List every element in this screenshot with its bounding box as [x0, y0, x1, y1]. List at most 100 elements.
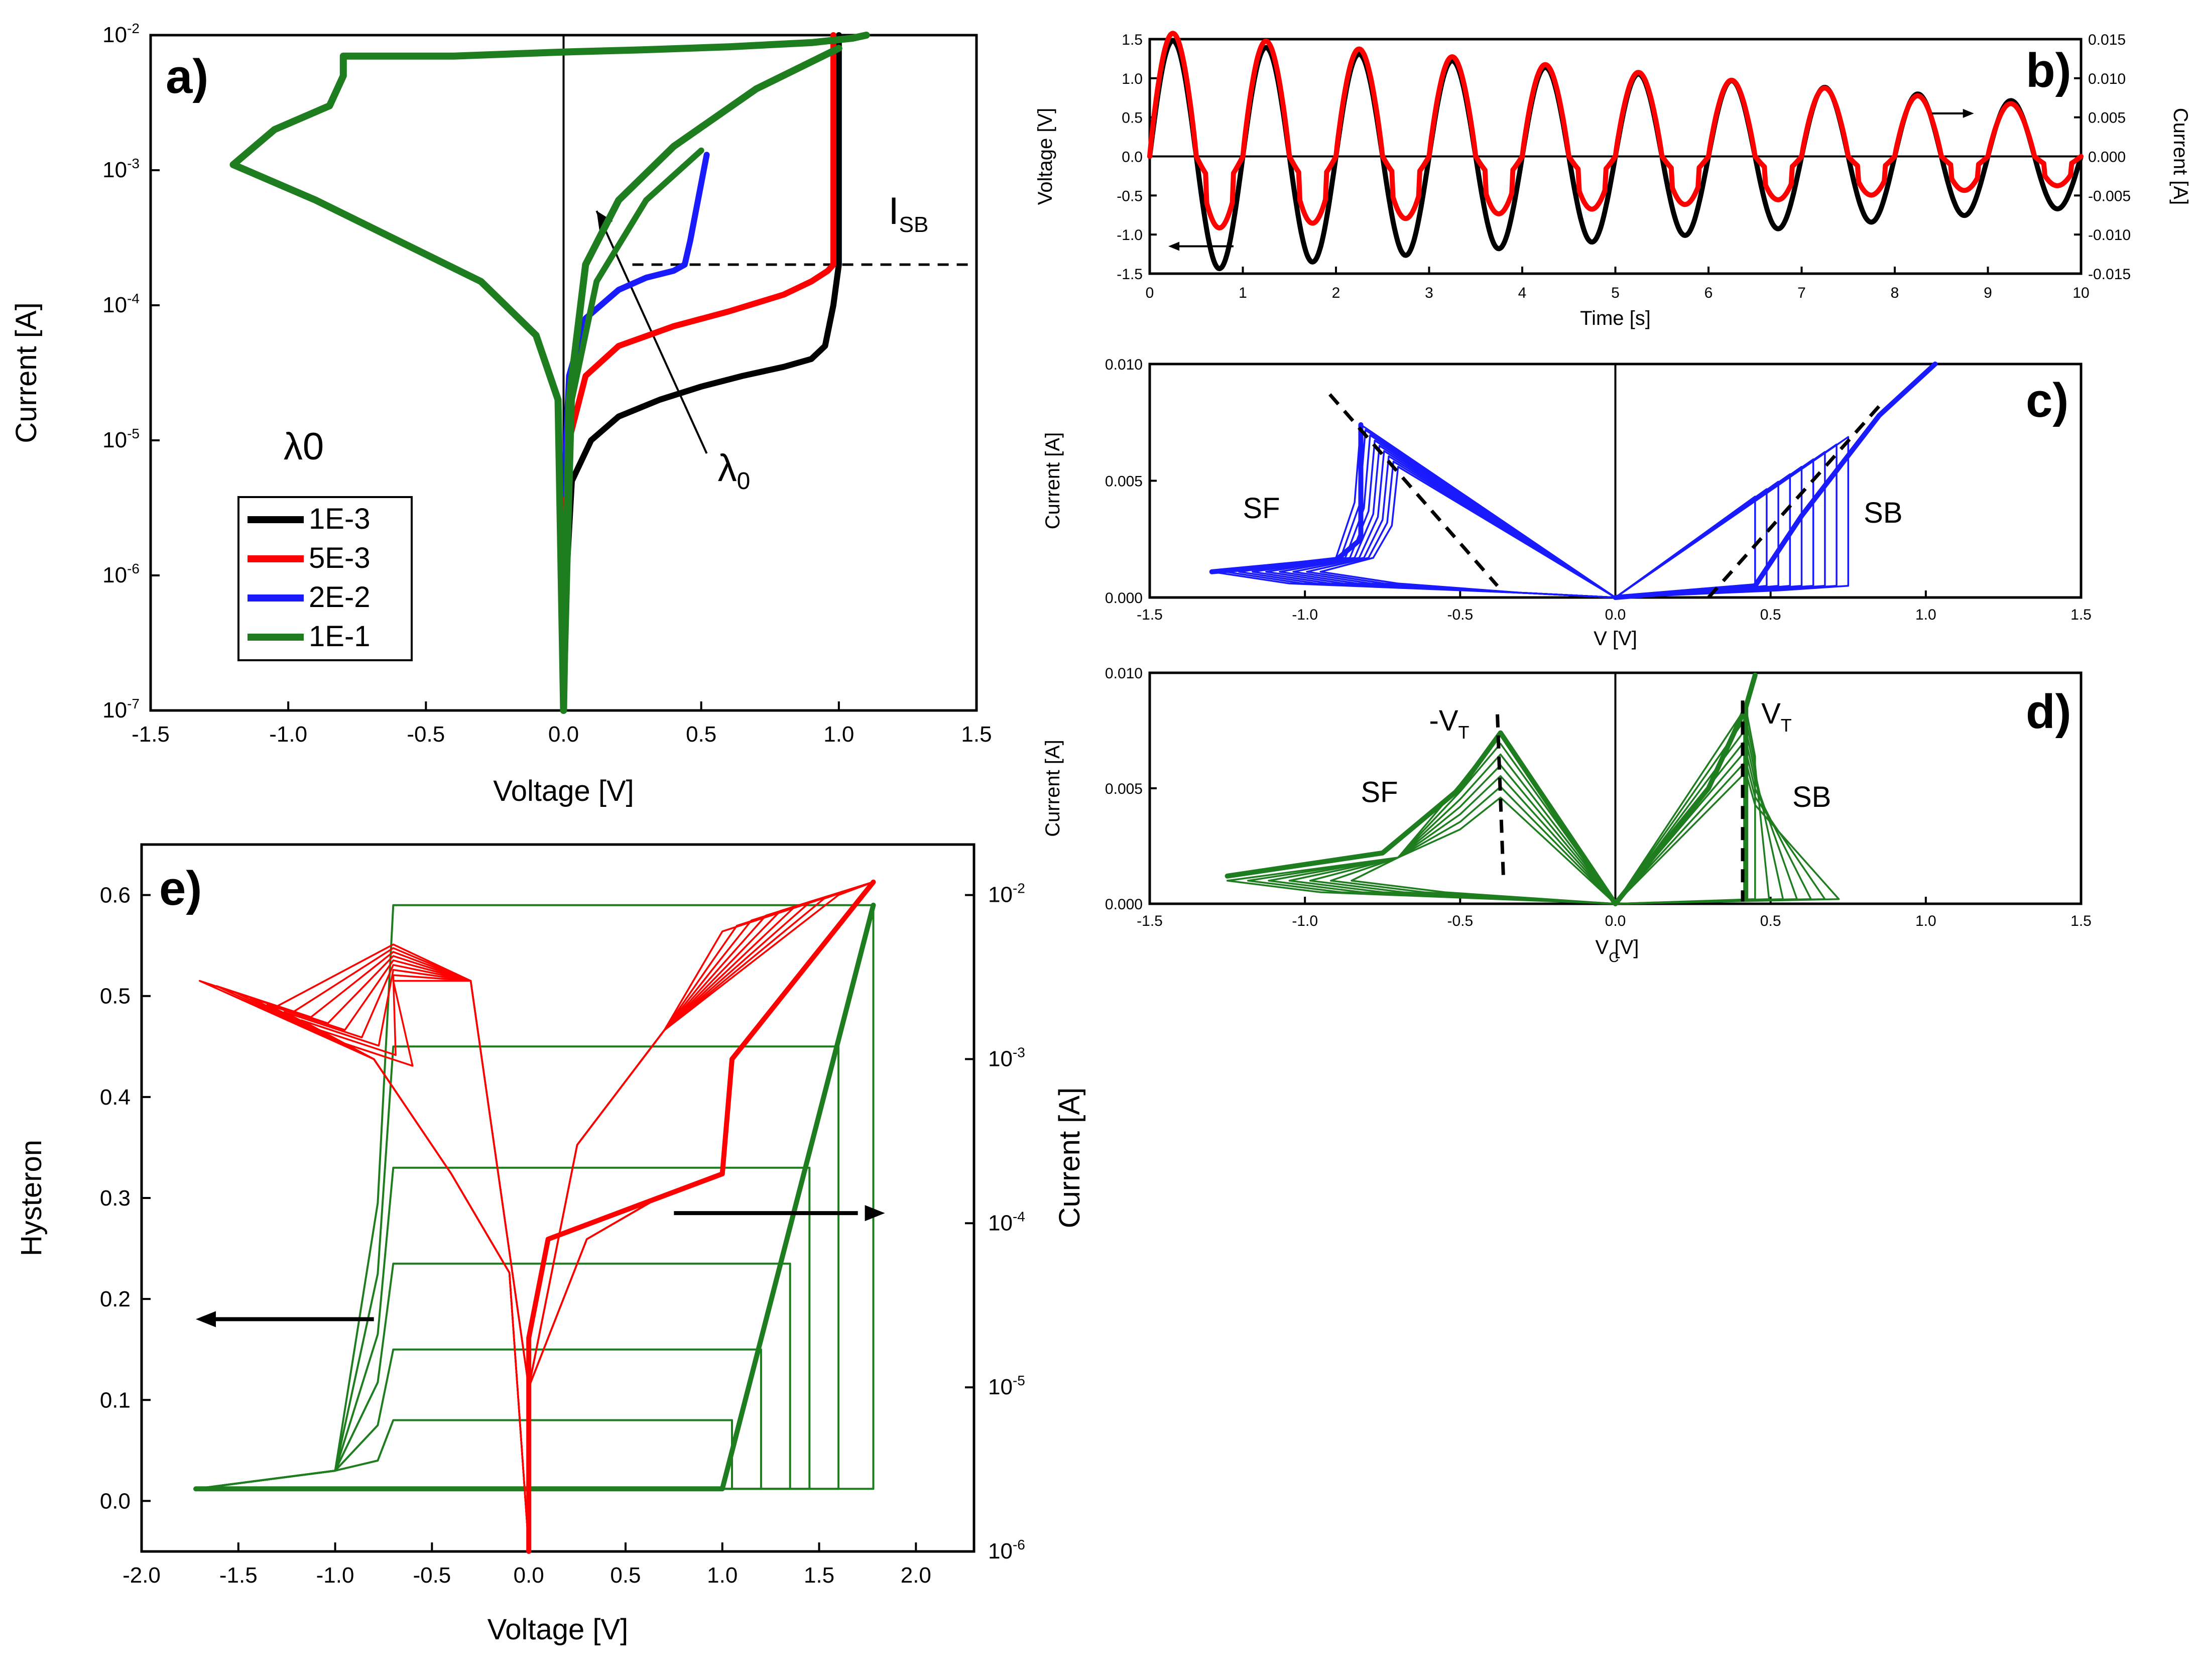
panel-d-xtick-label: 0.0	[1605, 913, 1626, 929]
panel-e-xtick-label: 1.5	[804, 1563, 834, 1588]
panel-a-xlabel: Voltage [V]	[493, 775, 634, 807]
panel-b-ytick-label: 1.5	[1122, 32, 1143, 48]
panel-e-xtick-label: 2.0	[901, 1563, 931, 1588]
panel-e-ytick-label: 0.4	[100, 1085, 131, 1110]
panel-b-xtick-label: 10	[2072, 285, 2089, 301]
panel-e-hysteron-loop	[195, 904, 875, 1490]
panel-a-ytick-label: 10-3	[102, 156, 140, 182]
panel-c-xlabel: V [V]	[1594, 628, 1637, 650]
panel-e-current-lower	[528, 1173, 723, 1388]
panel-e-y2tick-label: 10-2	[988, 881, 1025, 907]
panel-e-label: e)	[159, 862, 202, 915]
panel-e-ytick-label: 0.3	[100, 1186, 131, 1211]
panel-a-xtick-label: -1.5	[132, 722, 170, 747]
panel-d-label: d)	[2026, 685, 2071, 739]
panel-d-xtick-label: -1.5	[1137, 913, 1163, 929]
panel-a-ytick-label: 10-4	[102, 291, 140, 317]
panel-c-ylabel: Current [A]	[1042, 432, 1064, 529]
panel-a-legend	[237, 496, 413, 661]
panel-e-ytick-label: 0.6	[100, 883, 131, 908]
panel-d-ytick-label: 0.010	[1105, 665, 1143, 682]
panel-b-ytick-label: 0.0	[1122, 149, 1143, 166]
panel-e-current-outer	[526, 879, 876, 1554]
panel-e-current-lower	[528, 1173, 723, 1388]
panel-e-frame	[140, 843, 975, 1553]
panel-e-y2tick-label: 10-3	[988, 1044, 1025, 1071]
panel-e-ytick-label: 0.2	[100, 1287, 131, 1311]
panel-e-xtick-label: -1.5	[219, 1563, 258, 1588]
panel-c-loop-right	[1614, 436, 1850, 598]
panel-e-ytick-label: 0.0	[100, 1489, 131, 1513]
panel-d-dashed-left	[1496, 714, 1506, 883]
panel-e-ytick-label: 0.1	[100, 1388, 131, 1412]
panel-b-ytick-label: -1.0	[1117, 227, 1143, 244]
panel-b-left-arrowhead	[1168, 242, 1180, 251]
panel-b-xtick-label: 8	[1891, 285, 1899, 301]
panel-c-xtick-label: 0.0	[1605, 607, 1626, 623]
panel-c-dashed-right	[1707, 405, 1881, 599]
panel-c-ytick-label: 0.005	[1105, 473, 1143, 490]
panel-d-ylabel: Current [A]	[1042, 740, 1064, 836]
panel-a-legend-entry: 2E-2	[309, 581, 371, 614]
panel-d-xtick-label: -1.0	[1292, 913, 1318, 929]
panel-a-legend-entry: 1E-3	[309, 503, 371, 535]
panel-e-current-lower	[528, 1173, 723, 1388]
panel-e-y2tick-label: 10-6	[988, 1537, 1025, 1564]
panel-a-series-1E-1-branch	[560, 147, 704, 713]
panel-d-sb-label: SB	[1792, 781, 1831, 813]
panel-b-ytick-label: 0.5	[1122, 110, 1143, 127]
panel-b-xtick-label: 1	[1239, 285, 1247, 301]
panel-e-xlabel: Voltage [V]	[487, 1613, 629, 1646]
panel-e-hysteron-outer	[193, 902, 876, 1492]
panel-b-y2tick-label: -0.010	[2088, 227, 2131, 244]
panel-d-neg-vt-label: -VT	[1429, 704, 1470, 743]
panel-a-ytick-label: 10-5	[102, 426, 140, 452]
panel-e-ytick-label: 0.5	[100, 984, 131, 1009]
panel-e-right-arrowhead	[865, 1205, 885, 1222]
panel-b-xlabel: Time [s]	[1580, 307, 1651, 329]
panel-a-legend-title: λ0	[284, 425, 324, 468]
panel-e-y2tick-label: 10-5	[988, 1373, 1025, 1399]
panel-c-xtick-label: -1.0	[1292, 607, 1318, 623]
panel-c-sb-label: SB	[1864, 497, 1902, 529]
panel-a-ytick-label: 10-2	[102, 21, 140, 47]
panel-c-ytick-label: 0.010	[1105, 356, 1143, 373]
panel-a-isb-label: ISB	[889, 190, 929, 237]
panel-e-xtick-label: -0.5	[413, 1563, 451, 1588]
panel-e-current-lower	[528, 1173, 723, 1388]
panel-a-legend-entry: 1E-1	[309, 620, 371, 653]
panel-e-y2tick-label: 10-4	[988, 1209, 1025, 1235]
panel-a-series-5E-3	[560, 32, 836, 538]
panel-e-hysteron-loop	[195, 1166, 811, 1490]
panel-c-sf-label: SF	[1243, 492, 1280, 525]
panel-e-hysteron-loop	[195, 1262, 791, 1490]
panel-c-outer-right	[1613, 362, 1938, 600]
panel-b-y2tick-label: -0.015	[2088, 266, 2131, 283]
panel-b-y2tick-label: -0.005	[2088, 188, 2131, 204]
panel-e-current-lower	[528, 1173, 723, 1388]
panel-b-y2tick-label: 0.005	[2088, 110, 2126, 127]
panel-b-y2tick-label: 0.015	[2088, 32, 2126, 48]
panel-c-xtick-label: 1.5	[2070, 607, 2092, 623]
panel-e-xtick-label: -2.0	[123, 1563, 161, 1588]
panel-d-xlabel-v: VC	[1596, 936, 1619, 965]
panel-e-current-loop	[334, 881, 875, 1549]
panel-e-xtick-label: 0.0	[514, 1563, 544, 1588]
panel-d-ytick-label: 0.005	[1105, 781, 1143, 797]
panel-a-series-1E-1	[229, 32, 870, 714]
panel-d: -1.5 -1.0 -0.5 0.0 0.5 1.0 1.5 0.000 0.005 0.010 V…	[1042, 665, 2092, 965]
panel-b-ytick-label: -0.5	[1117, 188, 1143, 204]
panel-a-ytick-label: 10-7	[102, 696, 140, 723]
panel-a-xtick-label: -0.5	[407, 722, 445, 747]
panel-e-current-lower	[528, 1173, 723, 1388]
panel-d-sf-label: SF	[1361, 776, 1398, 809]
panel-c: -1.5 -1.0 -0.5 0.0 0.5 1.0 1.5 0.000 0.005 0.010 V…	[1042, 356, 2092, 650]
panel-d-xtick-label: 1.5	[2070, 913, 2092, 929]
panel-a-lambda-label: λ0	[718, 447, 751, 495]
panel-c-outer-left	[1209, 422, 1364, 574]
panel-b-y2label: Current [A]	[2169, 108, 2191, 205]
panel-e: -2.0 -1.5 -1.0 -0.5 0.0 0.5 1.0 1.5 2.0 0.0 0.1 0.2…	[15, 843, 1086, 1646]
panel-a-xtick-label: 1.0	[823, 722, 854, 747]
panel-b-y2tick-label: 0.000	[2088, 149, 2126, 166]
